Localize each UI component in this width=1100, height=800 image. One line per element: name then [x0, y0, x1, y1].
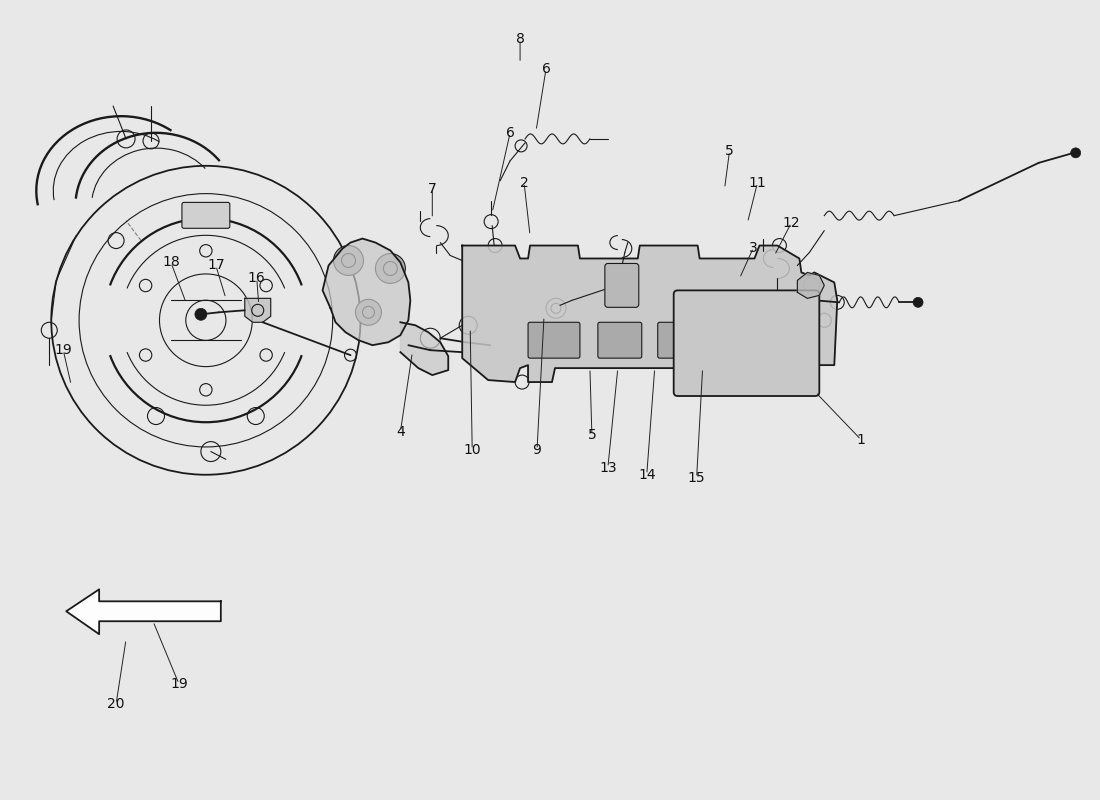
FancyBboxPatch shape [704, 322, 729, 358]
Circle shape [375, 254, 406, 283]
Text: 8: 8 [516, 32, 525, 46]
Text: 11: 11 [749, 176, 767, 190]
Polygon shape [66, 590, 221, 634]
Text: 5: 5 [725, 144, 734, 158]
Text: 18: 18 [162, 255, 179, 270]
Polygon shape [462, 246, 837, 382]
Text: 5: 5 [587, 428, 596, 442]
Text: 19: 19 [54, 343, 73, 357]
Polygon shape [400, 322, 449, 375]
Text: 13: 13 [600, 461, 617, 474]
Circle shape [195, 308, 207, 320]
Text: 20: 20 [108, 697, 124, 711]
Text: 16: 16 [248, 271, 265, 286]
FancyBboxPatch shape [182, 202, 230, 228]
Polygon shape [245, 298, 271, 322]
FancyBboxPatch shape [598, 322, 641, 358]
Text: 1: 1 [857, 433, 866, 447]
Text: 6: 6 [506, 126, 515, 140]
Text: 4: 4 [396, 425, 405, 439]
Text: 9: 9 [532, 443, 541, 457]
Text: 2: 2 [519, 176, 528, 190]
Circle shape [913, 298, 923, 307]
FancyBboxPatch shape [673, 290, 820, 396]
Circle shape [333, 246, 363, 275]
Text: 12: 12 [782, 216, 800, 230]
Text: 14: 14 [638, 468, 656, 482]
Text: 17: 17 [207, 258, 224, 273]
Text: 6: 6 [541, 62, 550, 76]
Text: 3: 3 [749, 241, 758, 254]
FancyBboxPatch shape [658, 322, 690, 358]
Text: 15: 15 [688, 470, 705, 485]
Text: 7: 7 [428, 182, 437, 196]
FancyBboxPatch shape [528, 322, 580, 358]
Text: 10: 10 [463, 443, 481, 457]
FancyBboxPatch shape [605, 263, 639, 307]
Circle shape [355, 299, 382, 326]
Circle shape [1070, 148, 1080, 158]
Polygon shape [798, 273, 824, 298]
Polygon shape [322, 238, 410, 345]
Text: 19: 19 [170, 677, 188, 691]
